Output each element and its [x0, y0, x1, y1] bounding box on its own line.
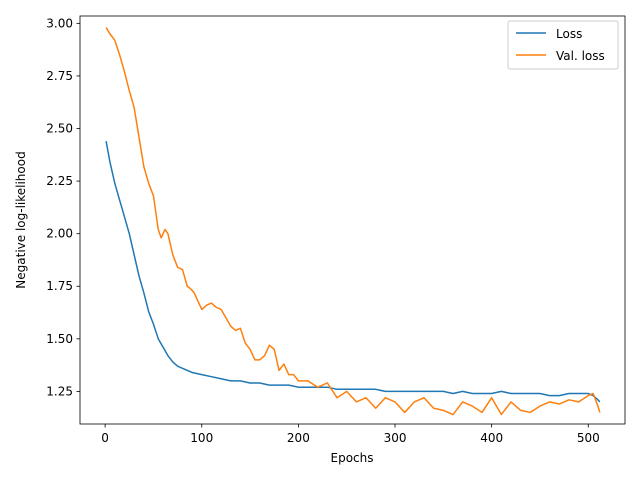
x-tick-label: 200: [287, 431, 310, 445]
y-tick-label: 3.00: [46, 16, 73, 30]
legend-label-loss: Loss: [556, 27, 582, 41]
y-tick-label: 1.50: [46, 332, 73, 346]
y-axis-label: Negative log-likelihood: [14, 151, 28, 288]
legend-label-val-loss: Val. loss: [556, 49, 605, 63]
axes-layer: 0 100 200 300 400 500 1.25 1.50 1.75 2.00 2.25 2.50…: [46, 15, 626, 445]
x-tick-label: 300: [384, 431, 407, 445]
series-line-val-loss: [105, 27, 601, 416]
legend: Loss Val. loss: [507, 20, 619, 70]
x-tick-label: 100: [190, 431, 213, 445]
y-tick-label: 1.75: [46, 279, 73, 293]
series-line-loss: [105, 140, 601, 403]
y-tick-label: 2.75: [46, 69, 73, 83]
x-axis-label: Epochs: [331, 451, 374, 465]
y-tick-label: 2.50: [46, 122, 73, 136]
x-tick-label: 0: [101, 431, 109, 445]
y-tick-label: 2.00: [46, 227, 73, 241]
series-layer: [105, 27, 601, 416]
y-tick-label: 1.25: [46, 384, 73, 398]
plot-frame: [79, 15, 626, 425]
plot-area: [80, 16, 625, 424]
x-tick-label: 400: [480, 431, 503, 445]
x-tick-label: 500: [577, 431, 600, 445]
y-tick-label: 2.25: [46, 174, 73, 188]
